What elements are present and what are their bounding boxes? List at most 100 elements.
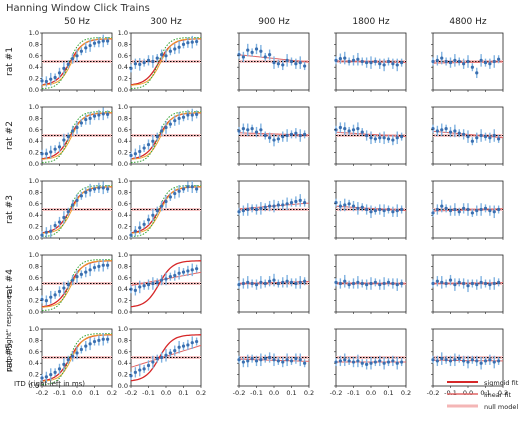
data-point bbox=[71, 129, 75, 133]
data-point bbox=[101, 186, 105, 190]
data-point bbox=[190, 113, 194, 117]
data-point bbox=[237, 129, 241, 133]
x-tick-label: 0.0 bbox=[366, 389, 376, 397]
data-point bbox=[168, 195, 172, 199]
data-point bbox=[246, 280, 250, 284]
fit-curve-green bbox=[130, 185, 201, 238]
data-point bbox=[479, 280, 483, 284]
x-tick-label: -0.2 bbox=[427, 389, 440, 397]
data-point bbox=[483, 359, 488, 363]
data-point bbox=[181, 42, 186, 47]
data-point bbox=[479, 361, 483, 365]
data-point bbox=[57, 145, 62, 149]
y-tick-label: 0.8 bbox=[29, 40, 39, 48]
data-point bbox=[151, 59, 155, 64]
data-point bbox=[488, 62, 492, 66]
data-point bbox=[276, 137, 280, 141]
data-point bbox=[281, 63, 285, 67]
data-point bbox=[66, 210, 70, 214]
data-point bbox=[168, 351, 172, 355]
data-point bbox=[285, 279, 289, 283]
data-point bbox=[492, 281, 496, 286]
y-tick-label: 0.4 bbox=[29, 211, 39, 219]
data-point bbox=[289, 59, 294, 64]
data-point bbox=[177, 189, 181, 193]
y-tick-label: 0.2 bbox=[118, 371, 128, 379]
data-point bbox=[97, 113, 101, 117]
data-point bbox=[101, 337, 105, 341]
data-point bbox=[195, 267, 199, 271]
data-point bbox=[40, 79, 44, 83]
data-point bbox=[246, 207, 250, 212]
data-point bbox=[483, 135, 488, 139]
y-tick-label: 0.0 bbox=[29, 382, 39, 390]
data-point bbox=[101, 39, 105, 43]
x-tick-label: 0.0 bbox=[463, 389, 473, 397]
data-point bbox=[173, 119, 177, 123]
data-point bbox=[138, 368, 142, 372]
data-point bbox=[66, 62, 70, 66]
data-point bbox=[263, 133, 267, 138]
panel: 0.0 0.2 0.4 0.6 0.8 1.0 bbox=[29, 103, 113, 168]
panel bbox=[334, 180, 407, 240]
data-point bbox=[160, 355, 164, 360]
data-point bbox=[49, 77, 53, 81]
data-point bbox=[453, 129, 457, 133]
data-point bbox=[391, 281, 395, 286]
x-tick-label: 0.2 bbox=[498, 389, 508, 397]
data-point bbox=[356, 127, 360, 131]
data-point bbox=[365, 133, 369, 138]
data-point bbox=[431, 59, 435, 64]
y-tick-label: 0.8 bbox=[118, 336, 128, 344]
data-point bbox=[479, 133, 483, 138]
data-point bbox=[133, 229, 137, 233]
row-title: rat #3 bbox=[5, 195, 15, 224]
data-point bbox=[241, 55, 245, 59]
data-point bbox=[62, 286, 66, 290]
data-point bbox=[263, 357, 267, 361]
data-point bbox=[378, 359, 382, 363]
y-tick-label: 0.6 bbox=[118, 126, 128, 134]
data-point bbox=[440, 280, 444, 284]
data-point bbox=[62, 215, 66, 220]
data-point bbox=[483, 61, 488, 65]
data-point bbox=[40, 233, 44, 237]
data-point bbox=[338, 125, 342, 130]
data-point bbox=[391, 210, 395, 214]
data-point bbox=[57, 367, 62, 371]
data-point bbox=[497, 57, 501, 61]
legend-label-null: null model bbox=[484, 403, 518, 411]
data-point bbox=[386, 207, 391, 212]
y-tick-label: 0.2 bbox=[118, 223, 128, 231]
data-point bbox=[457, 210, 461, 214]
data-point bbox=[470, 281, 474, 286]
x-tick-label: 0.1 bbox=[178, 389, 188, 397]
data-point bbox=[457, 131, 461, 135]
x-tick-label: 0.0 bbox=[161, 389, 171, 397]
data-point bbox=[334, 360, 338, 364]
y-tick-label: 0.2 bbox=[118, 297, 128, 305]
data-point bbox=[272, 204, 276, 208]
x-tick-label: -0.1 bbox=[53, 389, 66, 397]
data-point bbox=[101, 112, 105, 116]
data-point bbox=[391, 62, 395, 66]
data-point bbox=[440, 56, 444, 60]
data-point bbox=[466, 135, 470, 139]
data-point bbox=[181, 187, 186, 191]
data-point bbox=[164, 199, 168, 204]
data-point bbox=[488, 358, 492, 362]
data-point bbox=[263, 281, 267, 286]
y-tick-label: 0.8 bbox=[29, 188, 39, 196]
data-point bbox=[497, 137, 501, 141]
data-point bbox=[133, 152, 137, 156]
data-point bbox=[400, 61, 404, 65]
panel: 0.0 0.2 0.4 0.6 0.8 1.0 bbox=[29, 177, 113, 242]
data-point bbox=[338, 204, 342, 208]
data-point bbox=[44, 230, 48, 234]
data-point bbox=[79, 194, 83, 198]
data-point bbox=[281, 203, 285, 207]
data-point bbox=[241, 360, 245, 364]
data-point bbox=[453, 58, 457, 62]
data-point bbox=[360, 205, 364, 209]
data-point bbox=[75, 198, 79, 202]
